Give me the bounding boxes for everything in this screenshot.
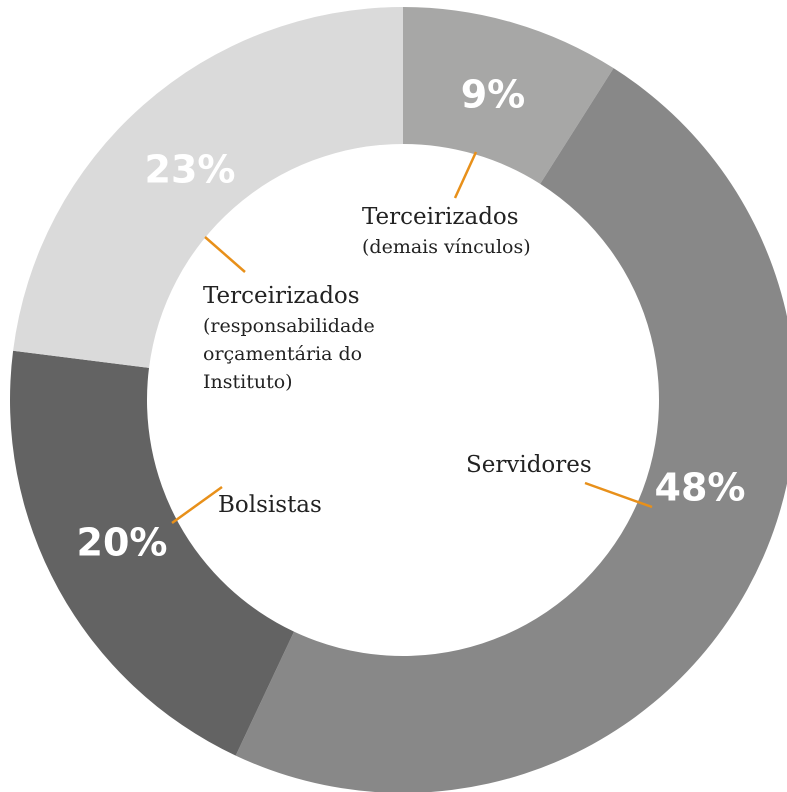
slice xyxy=(235,68,787,792)
category-label: Terceirizados xyxy=(203,283,360,309)
category-label: Servidores xyxy=(466,452,592,478)
category-note: Instituto) xyxy=(203,371,293,393)
slice xyxy=(9,350,295,756)
slice xyxy=(13,7,403,368)
category-note: (responsabilidade xyxy=(203,315,375,337)
category-label: Bolsistas xyxy=(218,492,322,518)
leader-line xyxy=(204,236,246,273)
value-label: 9% xyxy=(461,73,526,117)
slice xyxy=(403,7,614,184)
value-label: 20% xyxy=(77,521,168,565)
category-label: Terceirizados xyxy=(362,204,519,230)
value-label: 23% xyxy=(145,148,236,192)
leader-line xyxy=(584,481,653,509)
value-label: 48% xyxy=(655,466,746,510)
category-note: (demais vínculos) xyxy=(362,236,531,258)
slices xyxy=(9,7,787,792)
leader-line xyxy=(453,151,478,199)
leader-line xyxy=(171,485,223,525)
labels: 9% Terceirizados (demais vínculos) 48% Servi… xyxy=(77,73,746,565)
category-note: orçamentária do xyxy=(203,343,362,365)
leader-lines xyxy=(171,151,653,525)
